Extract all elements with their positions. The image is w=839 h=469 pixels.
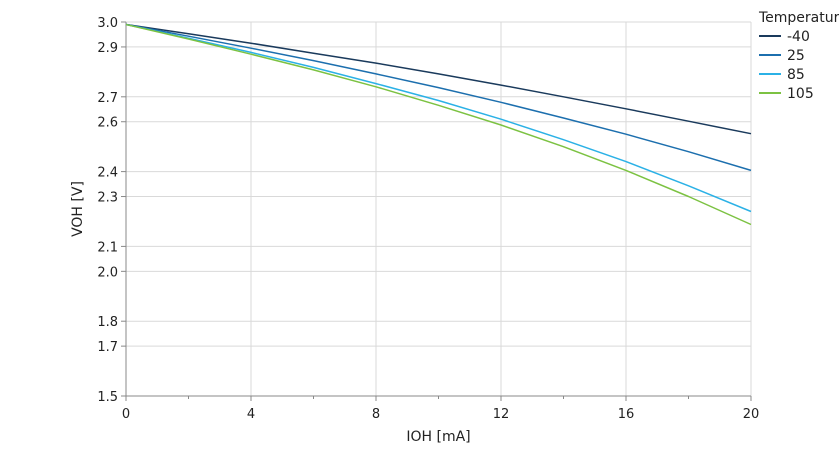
y-tick-label: 1.8 <box>97 315 118 330</box>
legend: Temperature -40 25 85 105 <box>758 10 839 102</box>
legend-label: 25 <box>787 48 805 64</box>
y-tick-label: 2.4 <box>97 166 118 181</box>
x-tick-label: 8 <box>372 407 380 422</box>
x-tick-label: 4 <box>247 407 255 422</box>
y-tick-label: 2.6 <box>97 116 118 131</box>
y-tick-label: 1.7 <box>97 340 118 355</box>
series-line-85 <box>125 23 752 213</box>
x-tick-label: 16 <box>618 407 635 422</box>
legend-title: Temperature <box>758 10 839 26</box>
plot-frame <box>125 22 751 397</box>
x-tick-label: 0 <box>122 407 130 422</box>
y-tick-label: 2.3 <box>97 191 118 206</box>
y-axis-title: VOH [V] <box>70 181 86 237</box>
x-tick-label: 12 <box>493 407 510 422</box>
legend-label: 105 <box>787 86 814 102</box>
series-line-25 <box>125 23 752 172</box>
series-line-m40 <box>125 23 752 135</box>
legend-label: -40 <box>787 29 810 45</box>
y-tick-label: 2.1 <box>97 240 118 255</box>
y-axis-ticks: 1.5 1.7 1.8 2.0 2.1 2.3 2.4 2.6 2.7 2.9 3.0 <box>97 16 126 405</box>
series-line-105 <box>125 23 752 226</box>
y-tick-label: 2.7 <box>97 91 118 106</box>
x-axis-ticks: 0 4 8 12 16 20 <box>122 396 759 422</box>
x-axis-title: IOH [mA] <box>406 429 470 445</box>
y-tick-label: 2.9 <box>97 41 118 56</box>
legend-items: -40 25 85 105 <box>759 29 814 102</box>
y-tick-label: 1.5 <box>97 390 118 405</box>
y-tick-label: 2.0 <box>97 265 118 280</box>
x-tick-label: 20 <box>743 407 760 422</box>
grid <box>125 21 752 397</box>
y-tick-label: 3.0 <box>97 16 118 31</box>
legend-label: 85 <box>787 67 805 83</box>
series-lines <box>125 23 752 226</box>
